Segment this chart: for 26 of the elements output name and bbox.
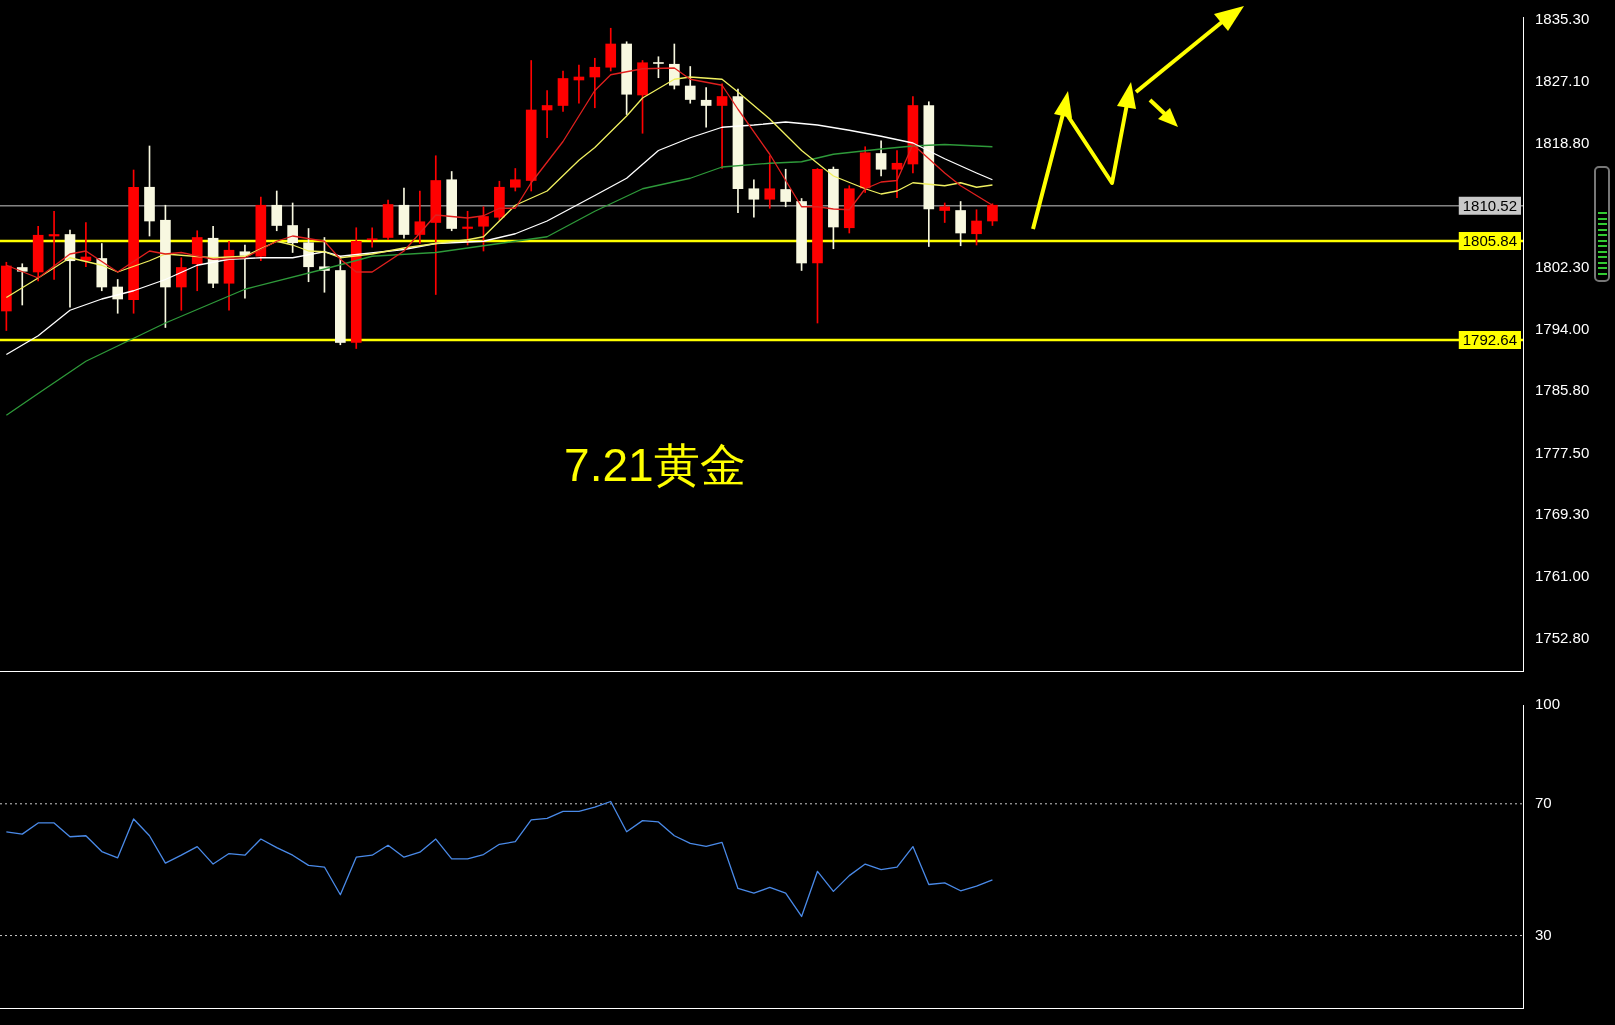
y-tick-label: 1785.80	[1535, 381, 1590, 399]
y-tick-label: 70	[1535, 793, 1552, 811]
y-tick-label: 1835.30	[1535, 10, 1590, 28]
y-tick-label: 1827.10	[1535, 71, 1590, 89]
candlestick	[16, 263, 28, 306]
candlestick	[891, 150, 903, 199]
y-tick-label: 1802.30	[1535, 257, 1590, 275]
candlestick	[939, 202, 951, 223]
candlestick	[700, 87, 712, 128]
y-tick-label: 1777.50	[1535, 443, 1590, 461]
y-tick-label: 100	[1535, 695, 1561, 713]
annotation: 7.21黄金	[564, 438, 746, 491]
y-tick-label: 1794.00	[1535, 319, 1590, 337]
ref-line-label: 1805.84	[1462, 232, 1518, 250]
ref-line-label: 1810.52	[1462, 196, 1518, 214]
y-tick-label: 30	[1535, 925, 1552, 943]
y-tick-label: 1769.30	[1535, 505, 1590, 523]
y-tick-label: 1761.00	[1535, 567, 1590, 585]
candlestick	[716, 83, 728, 169]
y-tick-label: 1818.80	[1535, 133, 1590, 151]
y-tick-label: 1752.80	[1535, 628, 1590, 646]
ref-line-label: 1792.64	[1462, 331, 1518, 349]
candlestick	[589, 57, 601, 109]
candlestick	[366, 227, 378, 248]
candlestick	[764, 155, 776, 209]
candlestick	[541, 90, 553, 139]
